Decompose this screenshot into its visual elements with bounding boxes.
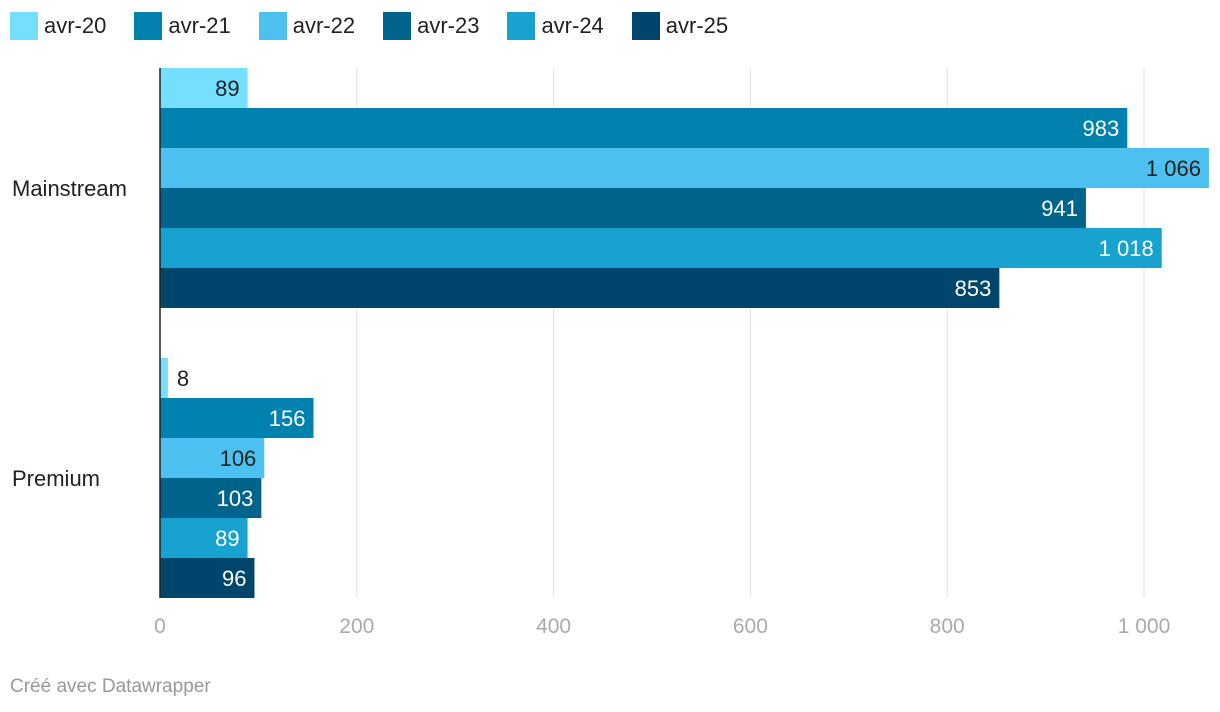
- data-label: 89: [215, 526, 239, 551]
- data-label: 1 066: [1146, 156, 1201, 181]
- bar: [160, 68, 248, 108]
- x-tick-label: 1 000: [1118, 615, 1171, 638]
- bar: [160, 188, 1086, 228]
- legend-label: avr-25: [665, 13, 729, 38]
- data-label: 106: [220, 446, 257, 471]
- data-label: 853: [955, 276, 992, 301]
- bar: [160, 478, 262, 518]
- legend-item: avr-20: [10, 12, 106, 40]
- legend-swatch: [507, 12, 536, 40]
- legend-swatch: [258, 12, 287, 40]
- legend-swatch: [383, 12, 412, 40]
- bar: [160, 148, 1209, 188]
- data-label: 983: [1083, 116, 1120, 141]
- legend-swatch: [631, 12, 660, 40]
- data-label: 96: [222, 566, 246, 591]
- bar: [160, 518, 248, 558]
- data-label: 941: [1041, 196, 1078, 221]
- x-tick-label: 200: [339, 615, 374, 638]
- bar: [160, 268, 1000, 308]
- legend: avr-20 avr-21 avr-22 avr-23 avr-24 avr-25: [10, 12, 756, 40]
- data-label: 103: [217, 486, 254, 511]
- footer-credit: Créé avec Datawrapper: [10, 676, 211, 697]
- legend-item: avr-23: [383, 12, 479, 40]
- legend-item: avr-24: [507, 12, 604, 40]
- legend-swatch: [10, 12, 38, 40]
- data-label: 1 018: [1099, 236, 1154, 261]
- legend-item: avr-22: [258, 12, 356, 40]
- x-tick-label: 800: [930, 615, 965, 638]
- category-label: Mainstream: [12, 176, 127, 201]
- x-tick-label: 400: [536, 615, 571, 638]
- bar: [160, 398, 314, 438]
- bar: [160, 108, 1128, 148]
- data-label: 89: [215, 76, 239, 101]
- bar: [160, 358, 168, 398]
- legend-label: avr-21: [168, 13, 231, 38]
- bar: [160, 558, 255, 598]
- legend-label: avr-23: [417, 13, 480, 38]
- bar: [160, 438, 265, 478]
- category-label: Premium: [12, 466, 100, 491]
- x-tick-label: 0: [154, 615, 166, 638]
- data-label: 156: [269, 406, 306, 431]
- legend-label: avr-20: [44, 13, 107, 38]
- bar: [160, 228, 1162, 268]
- legend-label: avr-22: [292, 13, 356, 38]
- x-tick-label: 600: [733, 615, 768, 638]
- legend-swatch: [134, 12, 163, 40]
- data-label: 8: [177, 366, 189, 391]
- legend-item: avr-25: [631, 12, 729, 40]
- legend-item: avr-21: [134, 12, 231, 40]
- legend-label: avr-24: [541, 13, 604, 38]
